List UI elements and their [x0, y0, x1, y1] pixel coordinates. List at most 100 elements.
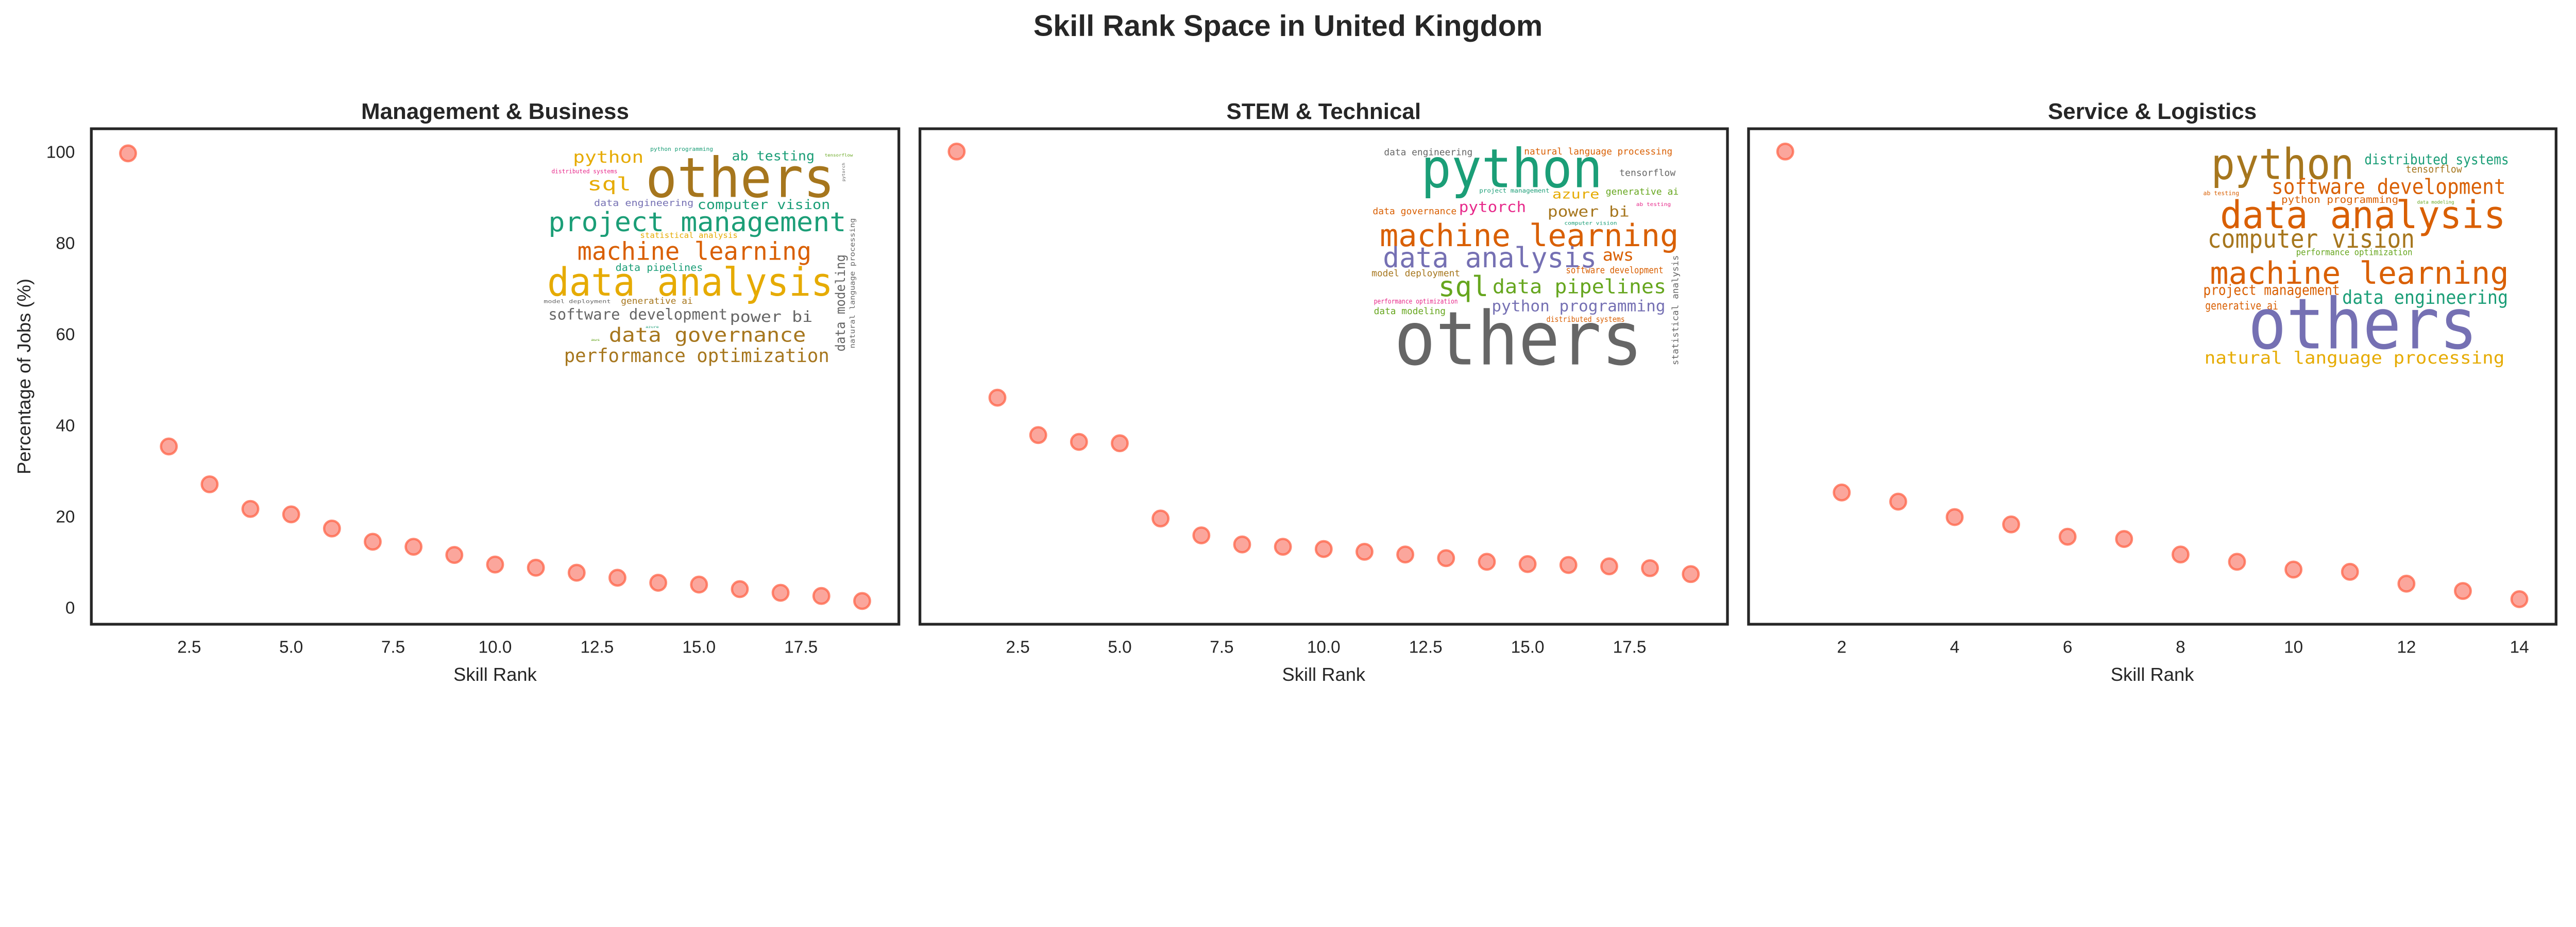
wordcloud-word: performance optimization — [564, 345, 829, 367]
data-point — [1437, 549, 1455, 568]
data-point — [947, 142, 966, 161]
wordcloud-word: data analysis — [1383, 241, 1597, 274]
panel-2: STEM & Technical Skill Rank 2.5 5.0 7.5 10.0 1… — [918, 99, 1729, 685]
data-point — [364, 533, 382, 551]
data-point — [282, 505, 300, 524]
wordcloud-word: machine learning — [577, 238, 811, 266]
x-tick-label: 17.5 — [1613, 638, 1647, 657]
data-point — [1355, 542, 1374, 561]
data-point — [119, 144, 137, 163]
data-point — [323, 519, 341, 538]
wordcloud-word: software development — [2272, 175, 2506, 199]
wordcloud-word: machine learning — [1380, 218, 1679, 254]
x-tick-label: 15.0 — [682, 638, 716, 657]
y-tick-label: 80 — [56, 234, 75, 253]
wordcloud-word: data modeling — [833, 254, 849, 352]
wordcloud-word: project management — [2203, 283, 2340, 299]
wordcloud-word: data analysis — [547, 260, 833, 305]
data-point — [1274, 538, 1292, 556]
x-axis-label: Skill Rank — [1282, 664, 1365, 685]
wordcloud-word: computer vision — [1564, 220, 1617, 226]
wordcloud-word: data pipelines — [1493, 276, 1666, 299]
data-point — [771, 583, 790, 602]
wordcloud-word: python programming — [1492, 298, 1665, 316]
wordcloud-word: generative ai — [2205, 300, 2278, 313]
wordcloud-word: sql — [1438, 270, 1489, 303]
x-tick-label: 15.0 — [1511, 638, 1545, 657]
data-point — [567, 563, 586, 582]
wordcloud-word: software development — [548, 305, 727, 323]
data-point — [988, 388, 1007, 407]
data-point — [2171, 545, 2190, 564]
y-tick-label: 0 — [65, 598, 75, 617]
data-point — [1314, 540, 1333, 558]
data-point — [1070, 433, 1088, 451]
wordcloud-word: natural language processing — [849, 218, 857, 348]
wordcloud-word: model deployment — [544, 299, 611, 305]
wordcloud-word: sql — [587, 174, 631, 195]
y-tick-label: 20 — [56, 507, 75, 526]
wordcloud-word: distributed systems — [2364, 152, 2509, 168]
data-point — [241, 500, 260, 518]
wordcloud-word: python programming — [2281, 194, 2398, 205]
data-point — [1889, 492, 1907, 511]
data-point — [690, 575, 708, 594]
wordcloud-word: pytorch — [841, 163, 846, 181]
wordcloud-word: software development — [1566, 265, 1663, 276]
wordcloud-word: distributed systems — [1546, 315, 1624, 324]
x-tick-label: 10.0 — [1307, 638, 1341, 657]
wordcloud-word: statistical analysis — [640, 231, 737, 240]
data-point — [445, 546, 464, 564]
y-axis-label: Percentage of Jobs (%) — [13, 279, 35, 474]
wordcloud-word: natural language processing — [2205, 348, 2505, 368]
wordcloud-word: data governance — [1372, 206, 1456, 217]
wordcloud-word: others — [2248, 284, 2478, 366]
data-point — [200, 475, 219, 493]
data-point — [2058, 527, 2077, 546]
x-tick-label: 2.5 — [1006, 638, 1029, 657]
wordcloud-word: project management — [548, 207, 846, 238]
wordcloud-word: tensorflow — [825, 153, 853, 158]
x-tick-label: 10 — [2284, 638, 2303, 657]
data-point — [486, 555, 504, 574]
data-point — [1776, 142, 1794, 161]
data-point — [160, 437, 178, 456]
data-point — [1641, 559, 1659, 577]
panel-title: Service & Logistics — [2048, 99, 2257, 124]
data-point — [2284, 560, 2303, 579]
data-point — [1478, 553, 1496, 571]
x-tick-label: 14 — [2510, 638, 2529, 657]
wordcloud-word: data engineering — [2342, 286, 2508, 308]
wordcloud-word: power bi — [730, 308, 813, 325]
figure-title: Skill Rank Space in United Kingdom — [1033, 10, 1543, 43]
y-tick-label: 100 — [46, 143, 75, 162]
data-point — [2002, 515, 2021, 534]
figure: Skill Rank Space in United Kingdom Manag… — [13, 10, 2557, 685]
wordcloud-word: project management — [1479, 187, 1549, 194]
wordcloud-word: ab testing — [1636, 202, 1671, 208]
x-tick-label: 17.5 — [784, 638, 818, 657]
data-point — [1396, 545, 1415, 564]
wordcloud-word: python — [1421, 138, 1602, 200]
wordcloud-word: tensorflow — [2406, 163, 2462, 175]
wordcloud-word: statistical analysis — [1671, 255, 1681, 365]
x-tick-label: 5.0 — [279, 638, 303, 657]
y-tick-label: 40 — [56, 416, 75, 435]
x-tick-label: 7.5 — [1210, 638, 1233, 657]
data-point — [731, 580, 749, 598]
data-point — [1151, 509, 1170, 528]
wordcloud-word: others — [1394, 296, 1643, 382]
x-tick-label: 7.5 — [381, 638, 405, 657]
wordcloud-word: data engineering — [1384, 147, 1472, 158]
wordcloud-word: generative ai — [1606, 186, 1679, 197]
data-point — [649, 574, 668, 592]
plot-area — [1747, 127, 2557, 626]
data-point — [2510, 590, 2529, 608]
x-tick-label: 4 — [1950, 638, 1960, 657]
x-tick-label: 12.5 — [580, 638, 614, 657]
data-point — [2454, 582, 2472, 600]
x-tick-label: 6 — [2063, 638, 2073, 657]
x-tick-label: 12 — [2397, 638, 2416, 657]
data-point — [608, 569, 626, 587]
wordcloud-word: data pipelines — [616, 262, 703, 273]
